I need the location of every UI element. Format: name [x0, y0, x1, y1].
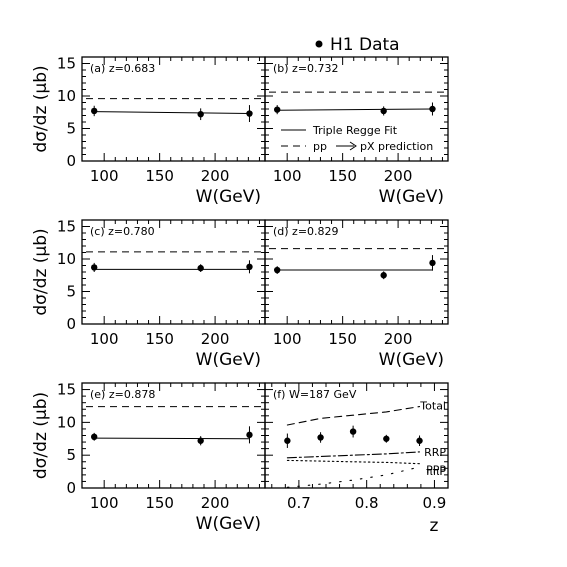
xtick-label-c: 200	[201, 330, 230, 348]
xtick-label-a: 200	[201, 167, 230, 185]
curve-label-ππP: ππP	[426, 465, 446, 478]
fit-line-e	[94, 437, 250, 440]
legend-arrow-head	[349, 141, 357, 151]
ytick-label-a: 0	[66, 152, 76, 170]
xtick-label-a: 100	[90, 167, 119, 185]
data-point-a	[197, 111, 204, 118]
data-point-f	[317, 434, 324, 441]
legend-data-marker	[315, 40, 323, 48]
panel-title-c: (c) z=0.780	[90, 225, 155, 238]
xtick-label-e: 100	[90, 494, 119, 512]
data-point-f	[349, 428, 357, 435]
ytick-label-c: 5	[66, 283, 76, 301]
data-point-c	[246, 263, 253, 270]
data-point-f	[383, 435, 390, 442]
x-axis-label-f: z	[430, 516, 439, 536]
legend-data-label: H1 Data	[330, 35, 400, 55]
xtick-label-e: 150	[145, 494, 174, 512]
xtick-label-f: 0.7	[287, 494, 311, 512]
x-axis-label-e: W(GeV)	[196, 514, 261, 534]
curve-Total	[286, 406, 421, 426]
data-point-e	[246, 431, 253, 439]
data-point-c	[91, 264, 98, 271]
fit-line-a	[94, 111, 250, 115]
legend: H1 Data Triple Regge Fit pp pX predictio…	[281, 35, 433, 153]
legend-prediction-left: pp	[313, 140, 327, 153]
data-point-a	[91, 107, 98, 115]
y-axis-label-row-1: dσ/dz (μb)	[31, 65, 51, 152]
xtick-label-f: 0.8	[355, 494, 379, 512]
data-point-d	[380, 272, 387, 279]
legend-prediction-right: pX prediction	[360, 140, 433, 153]
ytick-label-c: 10	[57, 250, 76, 268]
y-axis-label-row-2: dσ/dz (μb)	[31, 228, 51, 315]
ytick-label-e: 5	[66, 446, 76, 464]
legend-fit-label: Triple Regge Fit	[312, 124, 398, 137]
x-axis-label-b: W(GeV)	[379, 187, 444, 207]
curve-label-PPP: PPP	[426, 464, 446, 477]
x-axis-label-c: W(GeV)	[196, 350, 261, 370]
data-point-b	[429, 105, 436, 113]
data-point-d	[429, 259, 436, 267]
data-point-c	[197, 264, 204, 272]
panel-title-f: (f) W=187 GeV	[273, 388, 357, 401]
fit-line-b	[277, 108, 433, 111]
curve-label-RRP: RRP	[424, 446, 446, 459]
xtick-label-b: 100	[273, 167, 302, 185]
data-point-e	[197, 437, 204, 444]
xtick-label-c: 150	[145, 330, 174, 348]
data-point-b	[380, 107, 387, 115]
panel-title-b: (b) z=0.732	[273, 62, 339, 75]
xtick-label-b: 200	[384, 167, 413, 185]
panel-title-e: (e) z=0.878	[90, 388, 155, 401]
ytick-label-a: 10	[57, 87, 76, 105]
y-axis-label-row-3: dσ/dz (μb)	[31, 392, 51, 479]
curve-RRP	[286, 451, 421, 459]
xtick-label-c: 100	[90, 330, 119, 348]
xtick-label-d: 100	[273, 330, 302, 348]
ytick-label-a: 5	[66, 120, 76, 138]
curve-PPP	[286, 459, 421, 465]
ytick-label-e: 0	[66, 479, 76, 497]
ytick-label-c: 15	[57, 218, 76, 236]
x-axis-label-d: W(GeV)	[379, 350, 444, 370]
curve-ππP	[286, 466, 421, 488]
xtick-label-b: 150	[328, 167, 357, 185]
data-point-d	[274, 266, 281, 274]
data-point-f	[284, 437, 291, 444]
ytick-label-c: 0	[66, 315, 76, 333]
panel-title-d: (d) z=0.829	[273, 225, 339, 238]
ytick-label-e: 10	[57, 413, 76, 431]
xtick-label-f: 0.9	[423, 494, 447, 512]
curve-label-Total: Total	[419, 400, 446, 413]
xtick-label-e: 200	[201, 494, 230, 512]
x-axis-label-a: W(GeV)	[196, 187, 261, 207]
data-point-e	[91, 433, 98, 441]
ytick-label-e: 15	[57, 381, 76, 399]
data-point-a	[246, 110, 253, 117]
panel-title-a: (a) z=0.683	[90, 62, 155, 75]
xtick-label-a: 150	[145, 167, 174, 185]
ytick-label-a: 15	[57, 55, 76, 73]
xtick-label-d: 150	[328, 330, 357, 348]
data-point-b	[274, 106, 281, 113]
xtick-label-d: 200	[384, 330, 413, 348]
data-point-f	[416, 437, 423, 444]
